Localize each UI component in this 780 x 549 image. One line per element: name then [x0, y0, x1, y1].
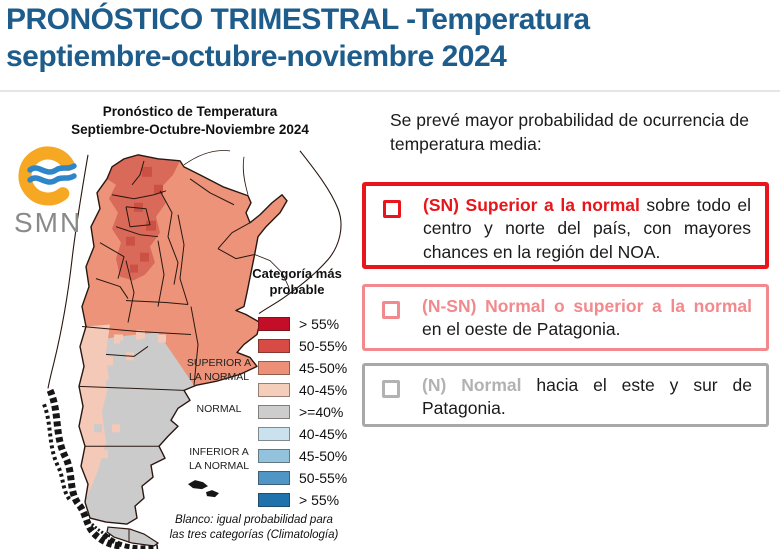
chile-pacific-coastline: [47, 154, 89, 389]
chilean-fjords: [42, 388, 159, 549]
bullet-rest: hacia el este y sur de Patagonia.: [422, 375, 752, 419]
page-title-line1: PRONÓSTICO TRIMESTRAL -Temperatura: [6, 3, 590, 36]
legend-group-superior: SUPERIOR A LA NORMAL: [186, 357, 252, 383]
smn-logo: SMN: [14, 146, 82, 238]
legend-label: > 55%: [299, 492, 340, 508]
legend-swatch-blue: [258, 471, 290, 485]
legend-label: 50-55%: [299, 338, 348, 354]
transition-pixel-texture: [94, 330, 166, 459]
bullet-text: (N) Normal hacia el este y sur de Patago…: [422, 374, 752, 421]
bullet-box-superior: (SN) Superior a la normal sobre todo el …: [362, 182, 769, 269]
page-title: PRONÓSTICO TRIMESTRAL -Temperatura septi…: [6, 2, 776, 75]
legend-label: >=40%: [299, 404, 344, 420]
legend-title: Categoría más probable: [238, 266, 356, 297]
bullet-box-normal: (N) Normal hacia el este y sur de Patago…: [362, 363, 769, 427]
legend-swatch-blue-pale: [258, 427, 290, 441]
legend-row: >=40%: [258, 404, 347, 420]
legend-swatch-red-dark: [258, 317, 290, 331]
legend-row: > 55%: [258, 492, 347, 508]
intro-text: Se prevé mayor probabilidad de ocurrenci…: [390, 110, 749, 154]
legend-swatch-red: [258, 339, 290, 353]
province-borders: [78, 160, 255, 447]
legend-label: 45-50%: [299, 360, 348, 376]
bullet-text: (SN) Superior a la normal sobre todo el …: [423, 194, 751, 264]
legend-row: 45-50%: [258, 448, 348, 464]
noa-pixel-texture: [126, 166, 163, 273]
legend-swatch-blue-light: [258, 449, 290, 463]
bullet-tag: (SN) Superior a la normal: [423, 195, 640, 215]
legend-label: > 55%: [299, 316, 340, 332]
map-footnote: Blanco: igual probabilidad para las tres…: [169, 514, 339, 541]
paraguay-bolivia-border: [183, 150, 231, 166]
legend-label: 45-50%: [299, 448, 348, 464]
bullet-tag: (N) Normal: [422, 375, 522, 395]
legend-group-inferior: INFERIOR A LA NORMAL: [188, 446, 250, 472]
legend-swatch-salmon: [258, 361, 290, 375]
legend-row: 40-45%: [258, 426, 348, 442]
smn-logo-waves: [27, 163, 77, 185]
bullet-box-normal-superior: (N-SN) Normal o superior a la normal en …: [362, 284, 769, 351]
legend-swatch-pink: [258, 383, 290, 397]
paraguay-river: [242, 156, 249, 195]
legend-row: 50-55%: [258, 470, 348, 486]
smn-logo-ring: [18, 146, 75, 206]
title-divider: [0, 90, 780, 92]
map-title: Pronóstico de Temperatura Septiembre-Oct…: [30, 103, 350, 138]
west-patagonia-light-region: [79, 324, 110, 503]
legend-title-line1: Categoría más: [252, 266, 342, 281]
bullet-tag: (N-SN) Normal o superior a la normal: [422, 296, 752, 316]
legend-row: 50-55%: [258, 338, 348, 354]
legend-title-line2: probable: [269, 281, 325, 297]
legend-label: 40-45%: [299, 382, 348, 398]
legend-group-normal: NORMAL: [196, 403, 242, 415]
legend-row: > 55%: [258, 316, 347, 332]
map-title-line1: Pronóstico de Temperatura: [102, 104, 278, 119]
legend-label: 40-45%: [299, 426, 348, 442]
checkbox-icon: [382, 301, 400, 319]
smn-logo-text: SMN: [14, 207, 82, 238]
bullet-rest: sobre todo el centro y norte del país, c…: [423, 195, 752, 262]
argentina-outline: [78, 154, 288, 525]
legend-row: 40-45%: [258, 382, 348, 398]
bullet-rest: en el oeste de Patagonia.: [422, 319, 621, 340]
tierra-del-fuego: [106, 526, 160, 547]
argentina-forecast-map: [42, 150, 342, 549]
legend-swatch-gray: [258, 405, 290, 419]
map-title-line2: Septiembre-Octubre-Noviembre 2024: [71, 121, 309, 137]
falkland-islands: [188, 480, 219, 498]
uruguay-border: [254, 254, 290, 288]
page-title-line2: septiembre-octubre-noviembre 2024: [6, 39, 507, 73]
legend-label: 50-55%: [299, 470, 348, 486]
legend-swatch-blue-dark: [258, 493, 290, 507]
bullet-text: (N-SN) Normal o superior a la normal en …: [422, 295, 752, 342]
legend-row: 45-50%: [258, 360, 348, 376]
checkbox-icon: [383, 200, 401, 218]
brazil-uruguay-coastline: [258, 150, 342, 314]
checkbox-icon: [382, 380, 400, 398]
legend: > 55% 50-55% 45-50% 40-45% >=40% 40-45% …: [258, 316, 348, 508]
